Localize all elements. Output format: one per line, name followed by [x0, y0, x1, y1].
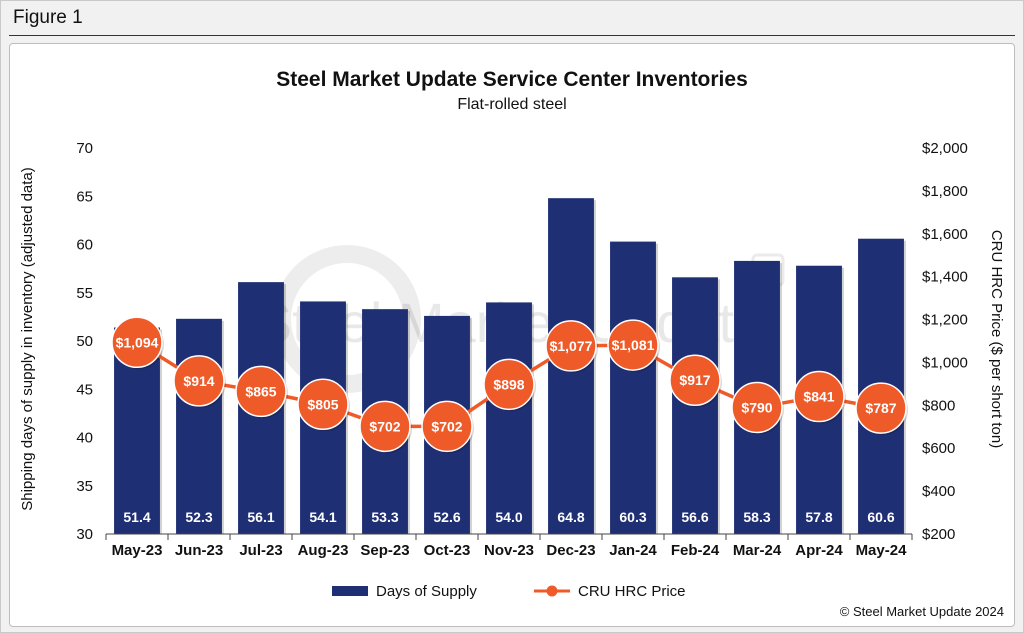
y-tick-label: 35: [76, 478, 93, 495]
price-value-label: $790: [741, 399, 772, 415]
y2-tick-label: $2,000: [922, 140, 968, 157]
price-marker: [111, 316, 163, 369]
x-tick-label: Jan-24: [609, 542, 657, 559]
price-marker: [297, 378, 349, 431]
bar-value-label: 57.8: [805, 509, 832, 525]
y-tick-label: 70: [76, 140, 93, 157]
price-value-label: $841: [803, 389, 834, 405]
y2-tick-label: $1,600: [922, 226, 968, 243]
y2-tick-label: $1,800: [922, 183, 968, 200]
y2-tick-label: $1,000: [922, 354, 968, 371]
y-tick-label: 45: [76, 381, 93, 398]
x-tick-label: Aug-23: [298, 542, 349, 559]
y2-tick-label: $1,200: [922, 312, 968, 329]
price-marker: [793, 370, 845, 423]
bar-value-label: 60.6: [867, 509, 894, 525]
x-tick-label: Apr-24: [795, 542, 843, 559]
y-tick-label: 50: [76, 333, 93, 350]
x-tick-label: May-23: [112, 542, 163, 559]
price-value-label: $1,094: [116, 334, 159, 350]
x-tick-label: Nov-23: [484, 542, 534, 559]
y-axis-left-title: Shipping days of supply in inventory (ad…: [19, 167, 36, 511]
bar-value-label: 51.4: [123, 509, 150, 525]
bar-value-label: 56.1: [247, 509, 274, 525]
price-marker: [359, 400, 411, 453]
price-value-label: $702: [369, 418, 400, 434]
x-tick-label: Jul-23: [239, 542, 282, 559]
price-marker: [173, 355, 225, 407]
price-value-label: $787: [865, 400, 896, 416]
chart-title: Steel Market Update Service Center Inven…: [276, 68, 748, 91]
y2-tick-label: $1,400: [922, 269, 968, 286]
bar-value-label: 60.3: [619, 509, 646, 525]
price-marker: [669, 354, 721, 406]
y-tick-label: 60: [76, 237, 93, 254]
bar-value-label: 52.6: [433, 509, 460, 525]
price-marker: [483, 358, 535, 411]
price-value-label: $865: [245, 383, 276, 399]
price-value-label: $702: [431, 418, 462, 434]
x-tick-label: Oct-23: [424, 542, 471, 559]
figure-label: Figure 1: [13, 7, 83, 28]
y-tick-label: 65: [76, 188, 93, 205]
chart-svg: Steel Market Update Steel Market Update …: [19, 68, 1005, 619]
price-value-label: $914: [183, 373, 214, 389]
x-tick-label: May-24: [856, 542, 908, 559]
bar-value-label: 56.6: [681, 509, 708, 525]
chart-panel: Steel Market Update Steel Market Update …: [9, 43, 1015, 627]
bar-value-label: 64.8: [557, 509, 584, 525]
y-axis-left: 70 65 60 55 50 45 40 35 30: [76, 140, 93, 543]
y-axis-right-title: CRU HRC Price ($ per short ton): [988, 230, 1005, 448]
price-marker: [731, 381, 783, 434]
price-marker: [545, 320, 597, 372]
legend-label-days-of-supply: Days of Supply: [376, 583, 477, 600]
bar-value-label: 52.3: [185, 509, 212, 525]
bar-value-label: 58.3: [743, 509, 770, 525]
legend: Days of Supply CRU HRC Price: [332, 583, 686, 600]
x-tick-label: Feb-24: [671, 542, 720, 559]
line-series: $1,094 $914 $865 $805 $702 $702 $898 $1,077 $1,0…: [111, 316, 908, 454]
price-marker: [421, 400, 473, 453]
x-tick-label: Sep-23: [360, 542, 409, 559]
price-marker: [607, 319, 659, 371]
x-tick-label: Jun-23: [175, 542, 223, 559]
price-value-label: $1,077: [550, 338, 593, 354]
y-axis-right: $2,000 $1,800 $1,600 $1,400 $1,200 $1,000 $800…: [922, 140, 968, 543]
figure-divider: [9, 35, 1015, 36]
bar: [610, 241, 656, 535]
bar: [176, 318, 222, 534]
bar-value-label: 53.3: [371, 509, 398, 525]
price-value-label: $1,081: [612, 337, 655, 353]
copyright-text: © Steel Market Update 2024: [840, 604, 1004, 619]
y-tick-label: 55: [76, 285, 93, 302]
legend-swatch-days-of-supply: [332, 586, 368, 596]
price-value-label: $898: [493, 376, 524, 392]
x-tick-label: Mar-24: [733, 542, 782, 559]
legend-swatch-cru-hrc-price-marker: [546, 585, 558, 597]
legend-label-cru-hrc-price: CRU HRC Price: [578, 583, 686, 600]
y2-tick-label: $400: [922, 483, 955, 500]
y2-tick-label: $200: [922, 526, 955, 543]
y2-tick-label: $600: [922, 440, 955, 457]
price-value-label: $917: [679, 372, 710, 388]
bar: [486, 302, 532, 534]
y-tick-label: 40: [76, 430, 93, 447]
x-axis: May-23 Jun-23 Jul-23 Aug-23 Sep-23 Oct-23 Nov-…: [105, 534, 913, 559]
x-tick-label: Dec-23: [546, 542, 595, 559]
y2-tick-label: $800: [922, 397, 955, 414]
price-value-label: $805: [307, 396, 338, 412]
price-marker: [235, 365, 287, 418]
price-marker: [855, 382, 907, 434]
bar-value-label: 54.1: [309, 509, 336, 525]
bar-value-label: 54.0: [495, 509, 522, 525]
chart-subtitle: Flat-rolled steel: [457, 96, 566, 113]
y-tick-label: 30: [76, 526, 93, 543]
